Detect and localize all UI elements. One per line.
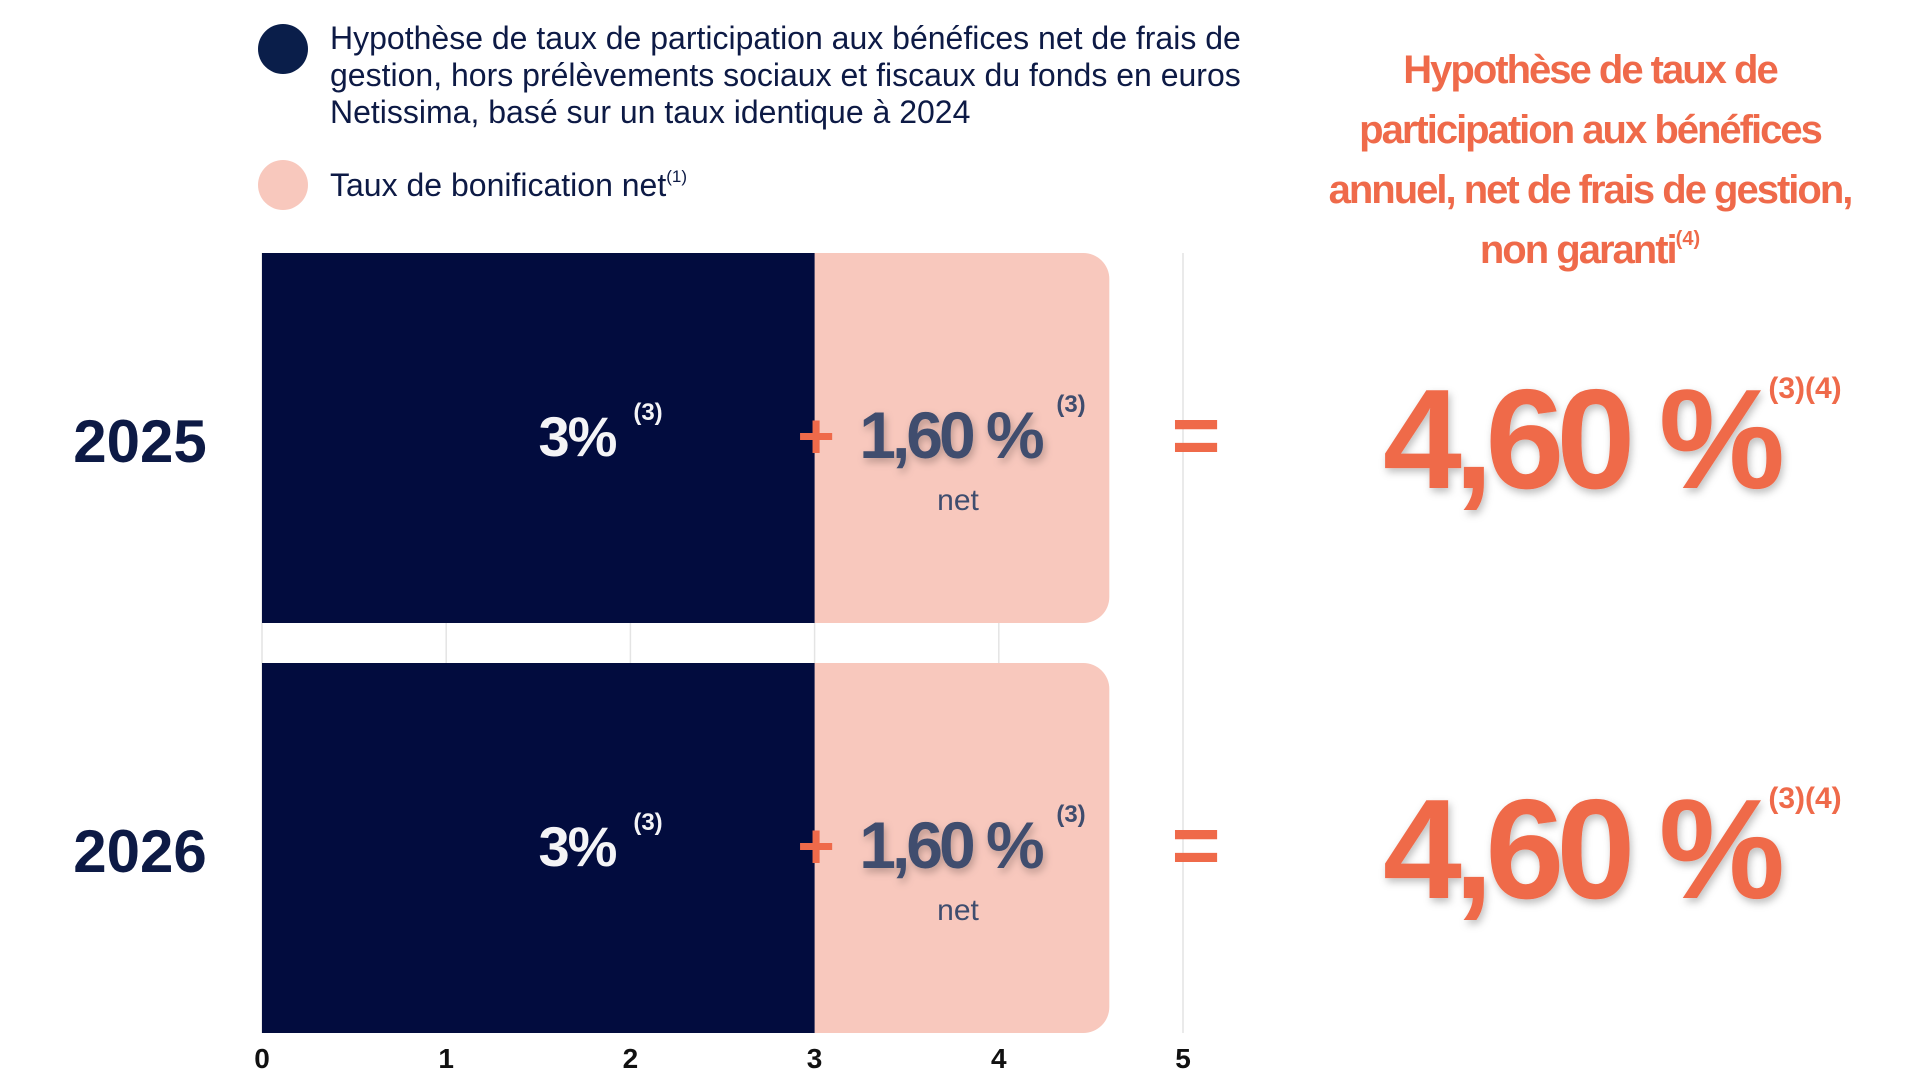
x-tick-label-1: 1 (438, 1043, 454, 1074)
plus-sign-2025: + (797, 400, 834, 472)
base-label-2025: 3% (539, 405, 617, 468)
bonus-label-2026: 1,60 % (859, 808, 1043, 882)
equals-sign-2025: = (1171, 388, 1220, 482)
year-label-2025: 2025 (73, 408, 206, 475)
bonus-sub-2026: net (937, 894, 979, 927)
legend-swatch-participation (258, 24, 308, 74)
total-rate-title-sup: (4) (1675, 228, 1701, 250)
total-label-2026: 4,60 % (1383, 770, 1782, 929)
bar-base-2026 (262, 663, 815, 1033)
base-sup-2025: (3) (633, 399, 662, 426)
x-tick-label-4: 4 (991, 1043, 1007, 1074)
base-label-2026: 3% (539, 815, 617, 878)
plus-sign-2026: + (797, 810, 834, 882)
x-tick-label-0: 0 (254, 1043, 270, 1074)
legend-label-participation: Hypothèse de taux de participation aux b… (330, 20, 1241, 130)
total-sup-2025: (3)(4) (1768, 372, 1841, 405)
legend-item-participation: Hypothèse de taux de participation aux b… (258, 20, 1298, 130)
x-tick-label-5: 5 (1175, 1043, 1191, 1074)
total-rate-title: Hypothèse de taux de participation aux b… (1300, 40, 1880, 280)
total-label-2025: 4,60 % (1383, 360, 1782, 519)
base-sup-2026: (3) (633, 809, 662, 836)
bonus-sup-2025: (3) (1056, 391, 1085, 418)
bar-bonus-2025 (814, 253, 1110, 623)
legend-item-bonification: Taux de bonification net(1) (258, 160, 1298, 210)
bonus-sup-2026: (3) (1056, 801, 1085, 828)
bar-bonus-2026 (814, 662, 1110, 1033)
bonus-sub-2025: net (937, 484, 979, 517)
bar-base-2025 (262, 253, 815, 623)
bonus-label-2025: 1,60 % (859, 398, 1043, 472)
legend-swatch-bonification (258, 160, 308, 210)
equals-sign-2026: = (1171, 798, 1220, 892)
legend-label-bonification-sup: (1) (666, 167, 688, 186)
total-rate-title-text: Hypothèse de taux de participation aux b… (1328, 48, 1854, 272)
year-label-2026: 2026 (73, 818, 206, 885)
total-sup-2026: (3)(4) (1768, 782, 1841, 815)
legend-label-bonification: Taux de bonification net (330, 167, 667, 203)
x-tick-label-3: 3 (807, 1043, 823, 1074)
x-tick-label-2: 2 (623, 1043, 639, 1074)
